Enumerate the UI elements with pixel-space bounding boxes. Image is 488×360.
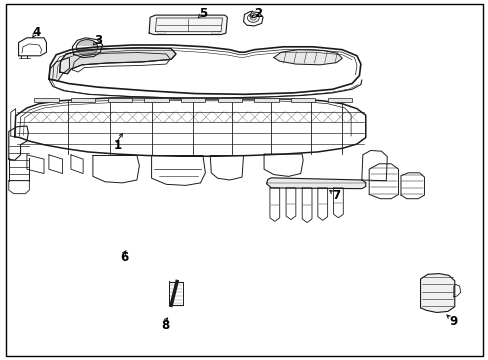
Text: 1: 1: [113, 139, 121, 152]
Text: 4: 4: [33, 26, 41, 39]
Polygon shape: [273, 50, 342, 65]
Text: 7: 7: [332, 189, 340, 202]
Bar: [71, 98, 95, 102]
Polygon shape: [49, 58, 69, 81]
Polygon shape: [420, 274, 454, 312]
Text: 9: 9: [449, 315, 457, 328]
Text: 5: 5: [199, 7, 206, 20]
Bar: [157, 31, 165, 33]
Ellipse shape: [431, 280, 442, 285]
Text: 3: 3: [94, 34, 102, 47]
Bar: [107, 98, 132, 102]
Bar: [217, 98, 242, 102]
Bar: [290, 98, 315, 102]
Bar: [254, 98, 278, 102]
Bar: [34, 98, 59, 102]
Polygon shape: [60, 48, 176, 74]
Text: 6: 6: [121, 251, 128, 264]
Bar: [327, 98, 351, 102]
Ellipse shape: [431, 301, 442, 305]
Ellipse shape: [318, 182, 326, 185]
Ellipse shape: [299, 182, 306, 185]
Circle shape: [250, 16, 256, 20]
Bar: [181, 98, 205, 102]
Text: 8: 8: [161, 319, 169, 332]
Bar: [144, 98, 168, 102]
Ellipse shape: [279, 182, 287, 185]
Ellipse shape: [338, 182, 346, 185]
Text: 2: 2: [253, 7, 261, 20]
Polygon shape: [149, 15, 227, 35]
Bar: [211, 31, 219, 33]
Polygon shape: [266, 178, 365, 189]
